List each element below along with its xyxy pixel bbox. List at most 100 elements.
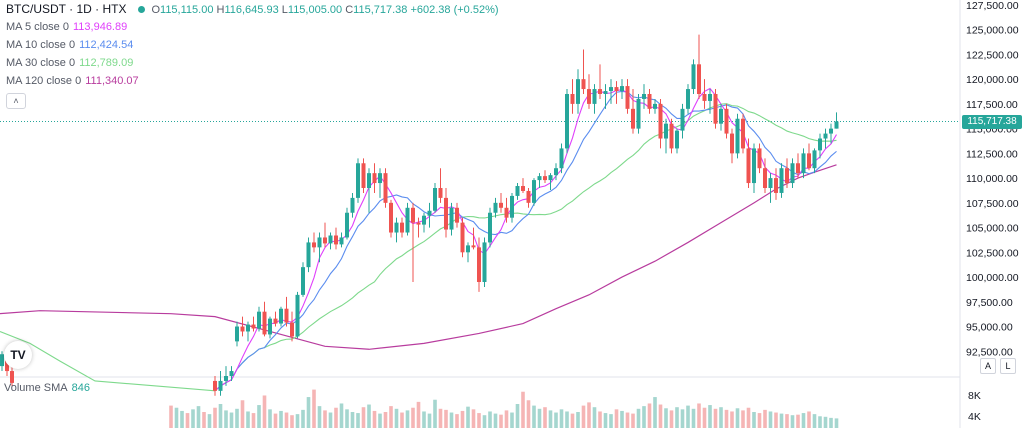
price-tick-label: 112,500.00 — [966, 148, 1018, 160]
collapse-legend-button[interactable]: ˄ — [6, 93, 26, 109]
candle-body — [647, 94, 652, 109]
candle-body — [598, 89, 602, 94]
volume-bar — [708, 405, 712, 428]
symbol-title[interactable]: BTC/USDT · 1D · HTX — [6, 2, 127, 16]
volume-bar — [614, 409, 619, 428]
candle-body — [240, 326, 245, 332]
candle-body — [526, 190, 531, 203]
volume-bar — [350, 412, 355, 428]
volume-legend[interactable]: Volume SMA 846 — [4, 382, 90, 394]
volume-bar — [460, 410, 465, 428]
legend-ma5[interactable]: MA 5 close 0 113,946.89 — [6, 18, 499, 36]
candle-body — [609, 87, 613, 92]
market-status-icon — [138, 6, 146, 13]
legend-ma10[interactable]: MA 10 close 0 112,424.54 — [6, 36, 499, 54]
ma120-line — [0, 164, 837, 350]
ma30-value: 112,789.09 — [79, 57, 134, 69]
candle-body — [295, 294, 300, 337]
candle-body — [625, 86, 630, 109]
volume-bar — [642, 406, 646, 428]
open-value: 115,115.00 — [160, 4, 214, 16]
candle-body — [713, 94, 718, 124]
candle-body — [757, 148, 762, 169]
candle-body — [312, 242, 316, 248]
ma5-value: 113,946.89 — [72, 21, 128, 33]
candle-body — [570, 94, 575, 104]
volume-bar — [559, 409, 564, 428]
volume-bar — [405, 410, 410, 428]
volume-bar — [207, 414, 212, 428]
volume-bar — [185, 413, 190, 428]
ma120-label: MA 120 close 0 — [6, 75, 82, 87]
volume-bar — [636, 408, 641, 428]
volume-bar — [801, 413, 806, 428]
volume-bar — [592, 407, 597, 428]
low-label: L — [281, 4, 288, 16]
candle-body — [350, 197, 355, 213]
log-scale-button[interactable]: L — [1000, 358, 1016, 374]
candle-body — [620, 86, 624, 92]
candle-body — [504, 207, 509, 218]
volume-bar — [169, 405, 173, 428]
candle-body — [235, 326, 239, 342]
volume-bar — [680, 409, 685, 428]
volume-bar — [356, 413, 360, 428]
candle-body — [477, 247, 481, 282]
candle-body — [664, 123, 668, 139]
volume-bar — [235, 408, 239, 428]
volume-bar — [818, 416, 822, 428]
volume-bar — [724, 409, 729, 428]
volume-bar — [603, 413, 608, 428]
volume-bar — [361, 407, 366, 428]
volume-bar — [246, 411, 250, 428]
volume-bar — [823, 416, 828, 428]
candle-body — [438, 188, 443, 198]
candle-body — [543, 176, 547, 181]
candle-body — [686, 89, 690, 109]
volume-bar — [746, 407, 751, 428]
legend-ma30[interactable]: MA 30 close 0 112,789.09 — [6, 54, 499, 72]
legend-ma120[interactable]: MA 120 close 0 111,340.07 — [6, 72, 499, 90]
volume-bar — [752, 412, 756, 428]
candle-body — [532, 180, 536, 203]
volume-bar — [317, 406, 322, 428]
volume-bar — [383, 412, 388, 428]
candle-body — [279, 308, 283, 324]
volume-bar — [334, 407, 338, 428]
candle-body — [411, 207, 415, 223]
volume-bar — [312, 389, 316, 428]
candle-body — [317, 237, 322, 248]
volume-bar — [378, 413, 382, 428]
candle-body — [378, 173, 382, 184]
candle-body — [559, 148, 564, 169]
volume-bar — [774, 412, 778, 428]
logo-text: TV — [10, 348, 26, 362]
candle-body — [592, 89, 597, 104]
candle-body — [790, 163, 795, 184]
volume-bar — [631, 413, 635, 428]
volume-bar — [565, 411, 569, 428]
volume-bar — [548, 410, 553, 428]
tradingview-logo-icon[interactable]: TV — [4, 341, 32, 369]
legend: BTC/USDT · 1D · HTX O115,115.00 H116,645.… — [6, 0, 499, 109]
candle-body — [548, 175, 553, 181]
volume-bar — [834, 418, 839, 428]
candle-body — [262, 311, 267, 335]
volume-bar — [664, 408, 668, 428]
candle-body — [708, 94, 712, 101]
candle-body — [493, 202, 498, 213]
chevron-up-icon: ˄ — [13, 96, 19, 106]
price-tick-label: 92,500.00 — [966, 346, 1013, 358]
volume-bar — [427, 413, 432, 428]
candle-body — [642, 94, 646, 99]
volume-bar — [543, 407, 547, 428]
volume-bar — [713, 408, 718, 428]
auto-scale-button[interactable]: A — [980, 358, 996, 374]
volume-bar — [625, 412, 630, 428]
volume-bar — [301, 409, 305, 428]
volume-bar — [422, 411, 426, 428]
volume-bar — [669, 410, 674, 428]
candle-body — [0, 354, 4, 367]
